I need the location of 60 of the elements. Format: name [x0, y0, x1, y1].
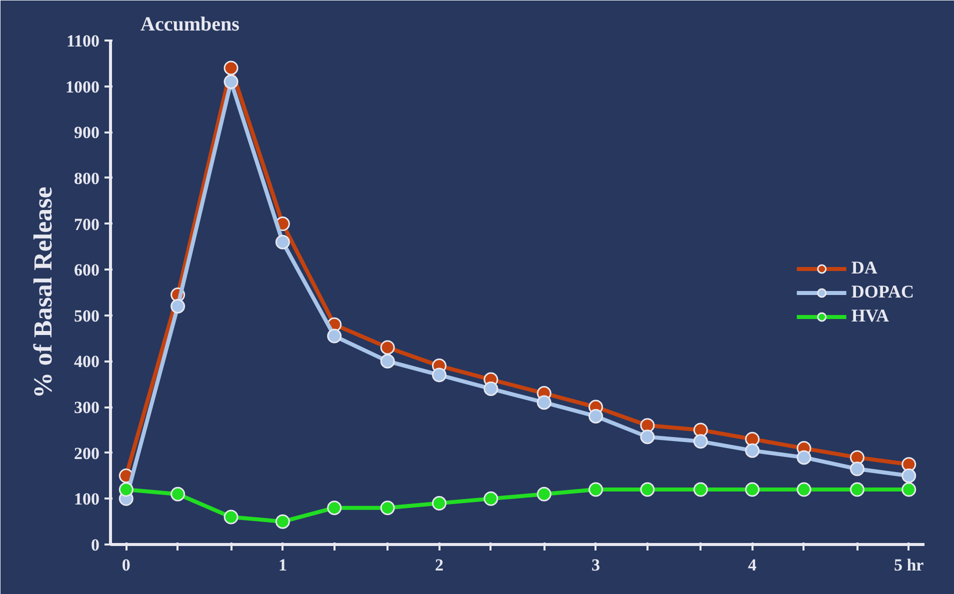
point	[275, 514, 290, 529]
y-tick-label: 700	[74, 214, 100, 234]
point	[640, 418, 655, 433]
point	[224, 74, 238, 89]
point	[745, 443, 760, 458]
point	[640, 482, 655, 497]
y-tick-label: 1000	[66, 77, 100, 96]
y-tick-label: 900	[74, 123, 100, 142]
point	[693, 422, 708, 438]
x-tick-label: 4	[748, 556, 758, 574]
point	[224, 510, 238, 524]
point	[796, 450, 812, 465]
point	[327, 328, 342, 344]
point	[850, 450, 864, 465]
point	[745, 432, 760, 446]
point	[224, 60, 238, 76]
y-tick-label: 1100	[66, 32, 100, 50]
x-tick-label: 0	[122, 556, 130, 574]
legend-label: HVA	[851, 306, 890, 326]
x-tick-label: 2	[434, 556, 444, 574]
y-tick-label: 100	[74, 490, 100, 509]
y-tick-label: 500	[74, 306, 100, 326]
point	[432, 496, 446, 510]
point	[118, 482, 134, 497]
point	[380, 354, 395, 368]
point	[745, 482, 760, 497]
legend-label: DOPAC	[851, 282, 914, 302]
legend-label: DA	[851, 258, 878, 278]
chart-title: Accumbens	[140, 14, 240, 36]
x-tick-label: 3	[592, 556, 600, 574]
point	[380, 500, 395, 516]
point	[536, 395, 552, 410]
x-tick-label: 1	[278, 556, 287, 574]
y-tick-label: 300	[74, 398, 100, 418]
y-tick-label: 400	[74, 352, 100, 372]
x-tick-label: 5 hr	[894, 556, 924, 574]
point	[850, 462, 864, 476]
point	[170, 299, 186, 314]
point	[327, 500, 342, 516]
point	[640, 430, 655, 444]
y-tick-label: 200	[74, 444, 100, 463]
point	[484, 491, 498, 506]
point	[693, 482, 708, 497]
point	[588, 408, 604, 424]
point	[902, 468, 916, 484]
y-tick-label: 0	[91, 536, 100, 554]
y-tick-label: 800	[74, 168, 100, 188]
point	[796, 482, 812, 497]
point	[902, 482, 916, 497]
point	[693, 434, 708, 449]
point	[170, 486, 186, 502]
point	[275, 234, 290, 250]
y-axis-title: % of Basal Release	[28, 186, 58, 398]
point	[850, 482, 864, 497]
point	[484, 381, 498, 396]
point	[536, 486, 552, 502]
y-tick-label: 600	[74, 260, 100, 280]
point	[432, 368, 446, 382]
point	[588, 482, 604, 497]
point	[380, 340, 395, 355]
